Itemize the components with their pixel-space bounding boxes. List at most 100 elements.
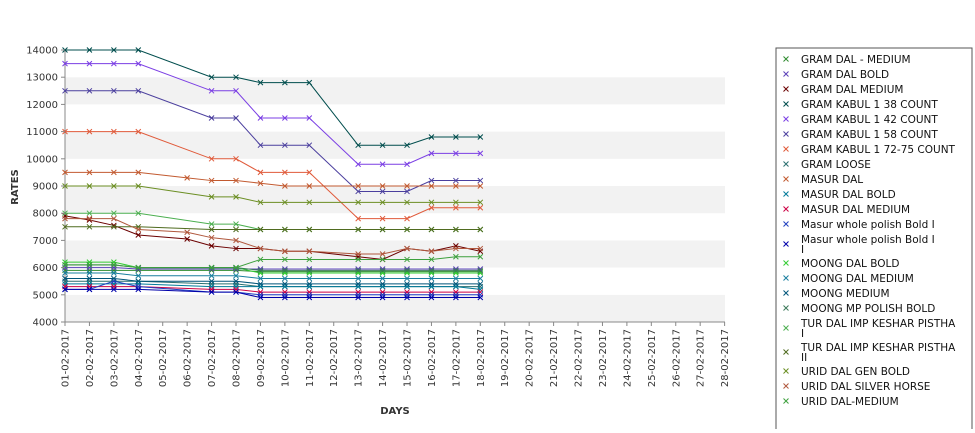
legend-marker (783, 161, 789, 167)
x-tick-label: 13-02-2017 (354, 329, 365, 387)
legend-item: URID DAL SILVER HORSE (783, 381, 930, 393)
legend-label: II (801, 352, 807, 364)
x-tick-label: 17-02-2017 (451, 329, 462, 387)
data-point (404, 199, 410, 206)
data-point (257, 180, 264, 187)
data-point (282, 115, 288, 121)
series-22 (62, 253, 484, 271)
grid-band (65, 158, 725, 186)
data-point (111, 47, 117, 53)
legend-label: MOONG MP POLISH BOLD (801, 303, 935, 315)
legend-item: GRAM DAL BOLD (783, 69, 889, 81)
data-point (306, 79, 313, 86)
data-point (257, 169, 264, 176)
data-point (135, 87, 142, 94)
data-point (453, 199, 459, 206)
data-point (208, 272, 215, 279)
x-tick-label: 01-02-2017 (61, 329, 72, 387)
data-point (135, 226, 142, 233)
data-point (306, 281, 313, 287)
data-point (404, 188, 410, 195)
legend-item: MASUR DAL (783, 174, 863, 186)
legend-marker (783, 398, 789, 404)
x-tick-label: 14-02-2017 (378, 329, 389, 387)
data-point (233, 177, 239, 184)
data-point (208, 242, 215, 249)
x-tick-label: 06-02-2017 (183, 329, 194, 387)
legend-label: MASUR DAL BOLD (801, 189, 896, 201)
legend-label: MOONG DAL BOLD (801, 258, 899, 270)
legend-item: MOONG DAL BOLD (783, 258, 899, 270)
data-point (453, 245, 459, 252)
data-point (135, 169, 142, 176)
series-line (65, 218, 481, 255)
data-point (355, 251, 362, 257)
data-point (135, 286, 142, 293)
legend-marker (783, 71, 789, 77)
data-point (453, 183, 459, 189)
x-tick-label: 08-02-2017 (232, 329, 243, 387)
legend-marker (783, 131, 789, 137)
data-point (135, 183, 142, 189)
data-point (282, 275, 288, 282)
data-point (379, 256, 386, 263)
legend-marker (783, 86, 789, 92)
data-point (233, 237, 239, 244)
data-point (428, 275, 435, 282)
legend-item: MASUR DAL BOLD (783, 189, 896, 201)
x-tick-label: 27-02-2017 (696, 329, 707, 387)
data-point (233, 245, 239, 252)
legend-label: MASUR DAL MEDIUM (801, 204, 910, 216)
legend-label: Masur whole polish Bold I (801, 234, 935, 246)
legend-item: GRAM LOOSE (783, 159, 871, 171)
data-point (282, 79, 288, 86)
data-point (62, 87, 68, 94)
series-13 (62, 286, 484, 301)
x-tick-label: 02-02-2017 (85, 329, 96, 387)
data-point (111, 223, 117, 230)
legend-item: URID DAL GEN BOLD (783, 366, 910, 378)
y-tick-label: 6000 (33, 263, 58, 274)
legend-label: GRAM KABUL 1 72-75 COUNT (801, 144, 956, 156)
data-point (86, 60, 93, 67)
legend-marker (783, 275, 789, 281)
data-point (428, 294, 435, 301)
data-point (257, 256, 264, 263)
y-tick-label: 10000 (26, 154, 58, 165)
x-tick-label: 26-02-2017 (671, 329, 682, 387)
data-point (62, 275, 68, 282)
series-4 (62, 47, 484, 149)
data-point (379, 183, 386, 189)
x-tick-label: 28-02-2017 (720, 329, 731, 387)
data-point (355, 256, 362, 263)
data-point (428, 256, 435, 263)
data-point (428, 204, 435, 211)
grid-band (65, 77, 725, 105)
data-point (208, 115, 215, 121)
data-point (86, 128, 93, 135)
legend-marker (783, 116, 789, 122)
data-point (257, 142, 264, 149)
data-point (257, 199, 264, 206)
data-point (306, 267, 313, 274)
data-point (86, 270, 93, 276)
data-point (208, 226, 215, 233)
grid-band (65, 294, 725, 322)
legend-marker (783, 176, 789, 182)
y-tick-label: 9000 (33, 182, 58, 193)
data-point (86, 47, 93, 53)
data-point (404, 245, 410, 252)
legend-marker (783, 260, 789, 266)
grid-band (65, 104, 725, 132)
legend-marker (783, 191, 789, 197)
legend-marker (783, 241, 789, 247)
series-16 (62, 275, 484, 287)
data-point (477, 150, 484, 157)
data-point (453, 134, 459, 140)
legend-item: URID DAL-MEDIUM (783, 396, 899, 408)
data-point (306, 248, 313, 255)
data-point (208, 194, 215, 200)
series-19 (62, 223, 484, 233)
data-point (355, 188, 362, 195)
